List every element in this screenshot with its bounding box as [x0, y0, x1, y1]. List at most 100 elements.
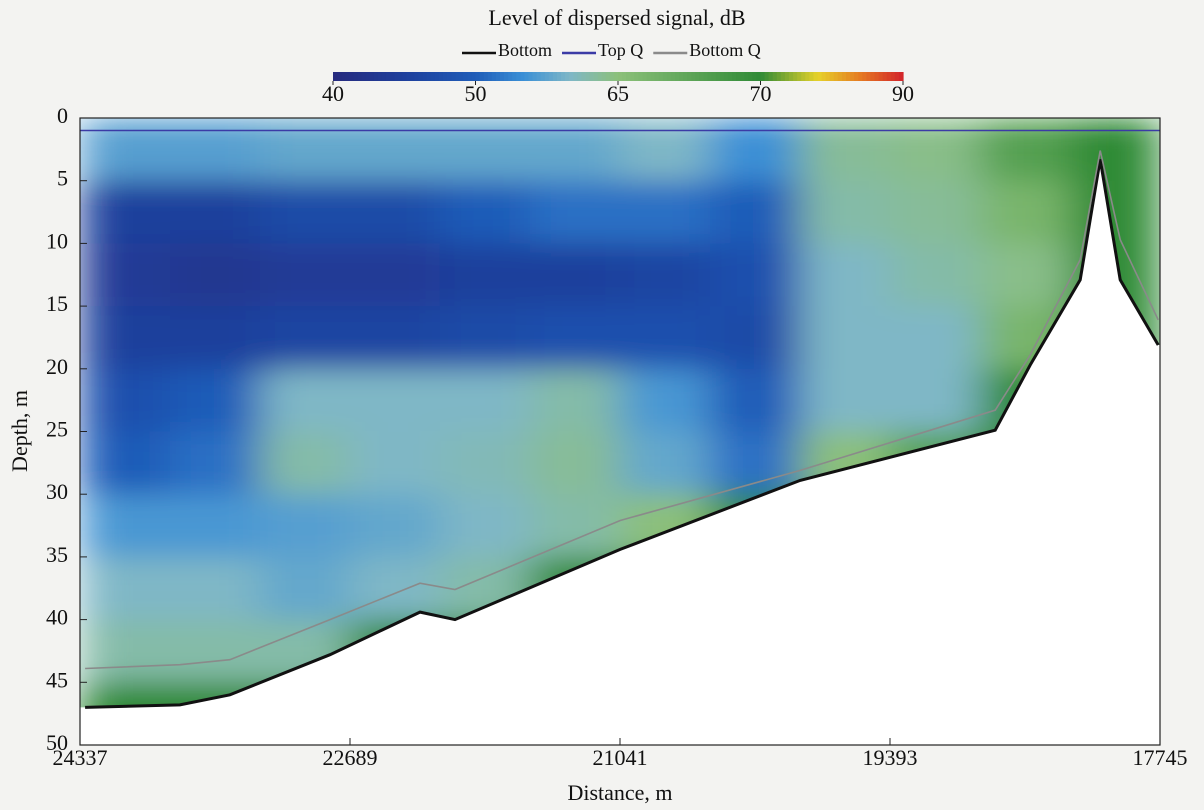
colorbar-segment	[492, 72, 497, 81]
colorbar-segment	[357, 72, 362, 81]
colorbar-segment	[435, 72, 440, 81]
heat-cell	[170, 243, 261, 306]
colorbar-segment	[622, 72, 627, 81]
colorbar-segment	[549, 72, 554, 81]
colorbar: 4050657090	[322, 72, 914, 106]
colorbar-segment	[842, 72, 847, 81]
heat-cell	[80, 432, 170, 495]
colorbar-segment	[451, 72, 456, 81]
colorbar-segment	[374, 72, 379, 81]
colorbar-segment	[565, 72, 570, 81]
y-tick-label: 40	[46, 605, 68, 630]
heat-cell	[170, 118, 261, 181]
colorbar-segment	[756, 72, 761, 81]
heat-cell	[80, 118, 170, 181]
colorbar-segment	[476, 72, 481, 81]
colorbar-segment	[349, 72, 354, 81]
heat-cell	[440, 118, 531, 181]
colorbar-segment	[801, 72, 806, 81]
colorbar-segment	[875, 72, 880, 81]
colorbar-segment	[716, 72, 721, 81]
colorbar-segment	[846, 72, 851, 81]
heat-cell	[800, 369, 890, 432]
colorbar-segment	[455, 72, 460, 81]
colorbar-tick-label: 65	[607, 81, 629, 106]
heat-cell	[170, 306, 261, 369]
colorbar-segment	[500, 72, 505, 81]
heat-cell	[80, 369, 170, 432]
colorbar-segment	[610, 72, 615, 81]
colorbar-segment	[720, 72, 725, 81]
colorbar-segment	[496, 72, 501, 81]
heat-cell	[980, 118, 1071, 181]
colorbar-segment	[785, 72, 790, 81]
x-tick-label: 17745	[1133, 745, 1188, 770]
colorbar-segment	[528, 72, 533, 81]
colorbar-segment	[577, 72, 582, 81]
colorbar-segment	[333, 72, 338, 81]
y-axis-label: Depth, m	[7, 390, 32, 472]
colorbar-segment	[675, 72, 680, 81]
heat-cell	[350, 181, 440, 244]
colorbar-segment	[769, 72, 774, 81]
colorbar-segment	[834, 72, 839, 81]
colorbar-segment	[736, 72, 741, 81]
colorbar-segment	[431, 72, 436, 81]
colorbar-segment	[382, 72, 387, 81]
heat-cell	[530, 118, 620, 181]
heat-cell	[80, 243, 170, 306]
colorbar-segment	[777, 72, 782, 81]
y-tick-label: 30	[46, 479, 68, 504]
heat-cell	[260, 494, 350, 557]
x-tick-label: 22689	[323, 745, 378, 770]
x-tick-label: 21041	[593, 745, 648, 770]
heat-cell	[710, 118, 801, 181]
colorbar-segment	[651, 72, 656, 81]
y-tick-label: 45	[46, 667, 68, 692]
heat-cell	[890, 369, 980, 432]
colorbar-segment	[553, 72, 558, 81]
heat-cell	[260, 118, 350, 181]
colorbar-segment	[683, 72, 688, 81]
colorbar-segment	[423, 72, 428, 81]
colorbar-segment	[484, 72, 489, 81]
colorbar-segment	[508, 72, 513, 81]
y-tick-label: 10	[46, 228, 68, 253]
colorbar-segment	[488, 72, 493, 81]
colorbar-segment	[618, 72, 623, 81]
colorbar-segment	[809, 72, 814, 81]
colorbar-segment	[443, 72, 448, 81]
heat-cell	[170, 620, 261, 683]
colorbar-segment	[773, 72, 778, 81]
colorbar-segment	[704, 72, 709, 81]
heat-cell	[350, 306, 440, 369]
colorbar-segment	[724, 72, 729, 81]
colorbar-segment	[459, 72, 464, 81]
colorbar-segment	[752, 72, 757, 81]
colorbar-segment	[797, 72, 802, 81]
chart-title: Level of dispersed signal, dB	[488, 5, 745, 30]
colorbar-segment	[626, 72, 631, 81]
heat-cell	[170, 369, 261, 432]
colorbar-segment	[516, 72, 521, 81]
colorbar-segment	[691, 72, 696, 81]
colorbar-segment	[541, 72, 546, 81]
x-axis-label: Distance, m	[567, 780, 672, 805]
colorbar-segment	[366, 72, 371, 81]
colorbar-segment	[606, 72, 611, 81]
colorbar-tick-label: 40	[322, 81, 344, 106]
colorbar-segment	[891, 72, 896, 81]
colorbar-segment	[667, 72, 672, 81]
colorbar-segment	[337, 72, 342, 81]
y-tick-label: 5	[57, 166, 68, 191]
heat-cell	[80, 557, 170, 620]
colorbar-segment	[748, 72, 753, 81]
heat-cell	[440, 494, 531, 557]
colorbar-segment	[585, 72, 590, 81]
heat-cell	[80, 620, 170, 683]
colorbar-segment	[883, 72, 888, 81]
heat-cell	[530, 181, 620, 244]
colorbar-segment	[761, 72, 766, 81]
legend: BottomTop QBottom Q	[462, 40, 761, 60]
legend-label: Bottom Q	[689, 40, 761, 60]
